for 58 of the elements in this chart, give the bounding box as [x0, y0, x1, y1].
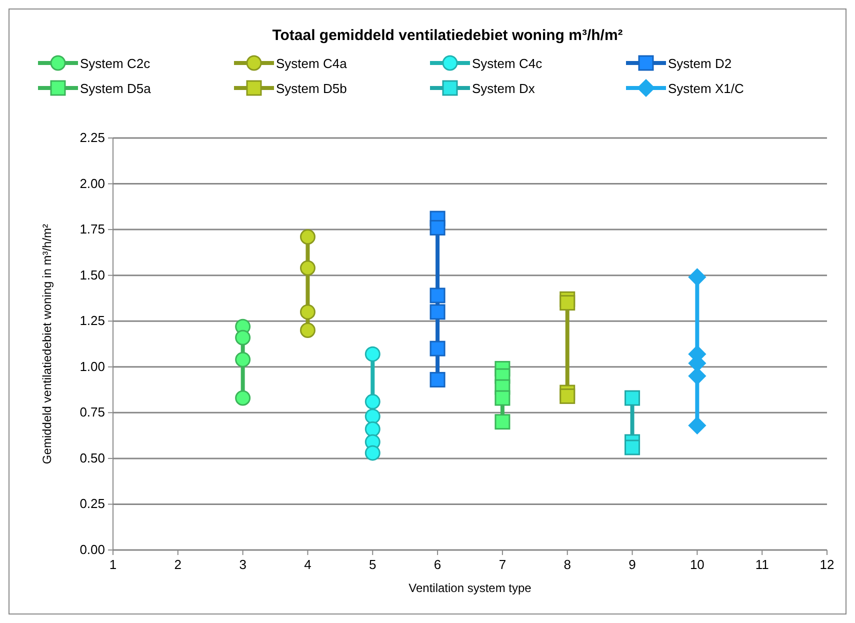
legend-label: System C4c: [472, 56, 543, 71]
point: [688, 268, 706, 286]
point: [300, 304, 316, 320]
point: [235, 330, 251, 346]
chart-title: Totaal gemiddeld ventilatiedebiet woning m³/h/m²: [272, 27, 623, 44]
point: [300, 229, 316, 245]
y-tick-label: 1.25: [80, 313, 105, 328]
legend-label: System D5b: [276, 81, 347, 96]
legend-label: System D2: [668, 56, 732, 71]
x-tick-label: 2: [174, 557, 182, 572]
x-axis-title: Ventilation system type: [408, 581, 532, 595]
point: [364, 408, 380, 424]
x-tick-label: 12: [820, 557, 834, 572]
point: [430, 220, 446, 236]
x-tick-label: 3: [239, 557, 246, 572]
x-tick-label: 10: [690, 557, 704, 572]
point: [300, 322, 316, 338]
point: [364, 445, 380, 461]
legend-label: System C4a: [276, 56, 348, 71]
point: [494, 390, 510, 406]
legend-label: System X1/C: [668, 81, 744, 96]
point: [300, 260, 316, 276]
y-tick-label: 0.75: [80, 404, 105, 420]
x-tick-label: 6: [434, 557, 442, 572]
point: [364, 421, 380, 437]
x-tick-label: 8: [564, 557, 571, 572]
point: [430, 304, 446, 320]
legend-label: System D5a: [80, 81, 152, 96]
point: [430, 372, 446, 388]
point: [430, 340, 446, 356]
y-tick-label: 0.00: [80, 542, 105, 557]
y-tick-label: 0.50: [80, 450, 105, 466]
x-tick-label: 1: [109, 557, 117, 572]
y-tick-label: 2.25: [80, 130, 105, 145]
y-tick-label: 2.00: [80, 176, 105, 191]
point: [624, 390, 640, 406]
point: [430, 288, 446, 304]
legend-label: System C2c: [80, 56, 151, 71]
point: [235, 390, 251, 406]
x-tick-label: 11: [755, 557, 769, 572]
point: [560, 295, 576, 311]
x-tick-label: 5: [369, 557, 376, 572]
point: [560, 388, 576, 404]
x-tick-label: 7: [498, 557, 506, 572]
point: [624, 440, 640, 456]
x-tick-label: 9: [628, 557, 636, 572]
point: [364, 394, 380, 410]
y-tick-label: 1.75: [80, 222, 105, 237]
y-tick-label: 0.25: [80, 496, 105, 512]
point: [494, 414, 510, 430]
legend-label: System Dx: [472, 81, 536, 96]
y-tick-label: 1.00: [80, 358, 105, 374]
point: [364, 346, 380, 362]
point: [235, 352, 251, 368]
y-axis-title: Gemiddeld ventilatiedebiet woning in m³/h/m²: [40, 224, 54, 464]
x-tick-label: 4: [304, 557, 312, 572]
y-tick-label: 1.50: [80, 267, 105, 282]
point: [688, 416, 706, 434]
